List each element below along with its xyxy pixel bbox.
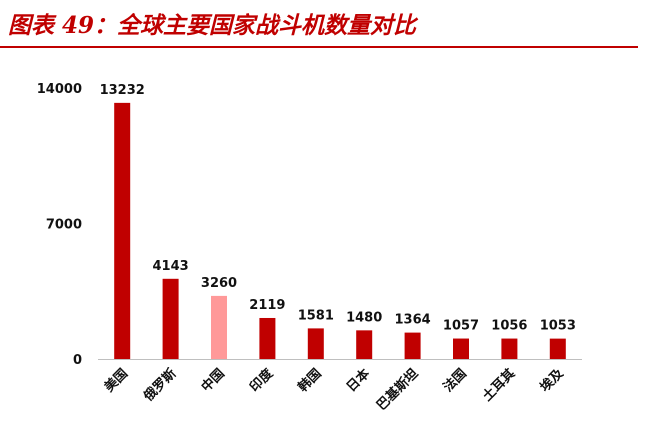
bar	[404, 332, 421, 359]
data-label: 4143	[153, 259, 189, 274]
category-label: 俄罗斯	[140, 366, 180, 406]
bar	[356, 330, 373, 359]
bars-group	[114, 102, 566, 360]
data-label: 1581	[298, 308, 334, 323]
y-tick-label: 0	[73, 353, 82, 368]
bar	[307, 328, 324, 359]
data-label: 3260	[201, 276, 237, 291]
category-label: 美国	[101, 366, 131, 396]
data-label: 1480	[346, 310, 382, 325]
data-label: 13232	[100, 83, 145, 98]
bar	[501, 338, 518, 359]
data-label: 1057	[443, 319, 479, 334]
chart-title: 图表 49：全球主要国家战斗机数量对比	[8, 12, 417, 39]
y-axis-ticks: 0 7000 14000	[37, 82, 82, 368]
category-label: 埃及	[537, 365, 567, 395]
bar	[453, 338, 469, 359]
y-tick-label: 14000	[37, 82, 82, 97]
data-labels-group: 13232 4143 3260 2119 1581 1480 1364 1057 1056 105…	[100, 83, 576, 334]
category-label: 巴基斯坦	[373, 366, 421, 414]
data-label: 1364	[395, 313, 431, 328]
bar	[114, 102, 131, 360]
category-label: 土耳其	[479, 366, 518, 405]
data-label: 1056	[491, 319, 527, 334]
bar	[549, 338, 566, 359]
category-label: 日本	[343, 366, 373, 396]
bar	[259, 317, 276, 359]
title-rule	[0, 46, 638, 48]
data-label: 2119	[249, 298, 285, 313]
category-label: 印度	[247, 365, 277, 395]
category-labels-group: 美国 俄罗斯 中国 印度 韩国 日本 巴基斯坦 法国 土耳其 埃及	[101, 365, 567, 414]
category-label: 法国	[440, 366, 470, 396]
bar	[211, 295, 227, 359]
bar	[162, 278, 179, 359]
category-label: 韩国	[295, 366, 325, 396]
data-label: 1053	[540, 319, 576, 334]
y-tick-label: 7000	[46, 218, 82, 233]
category-label: 中国	[198, 366, 228, 396]
